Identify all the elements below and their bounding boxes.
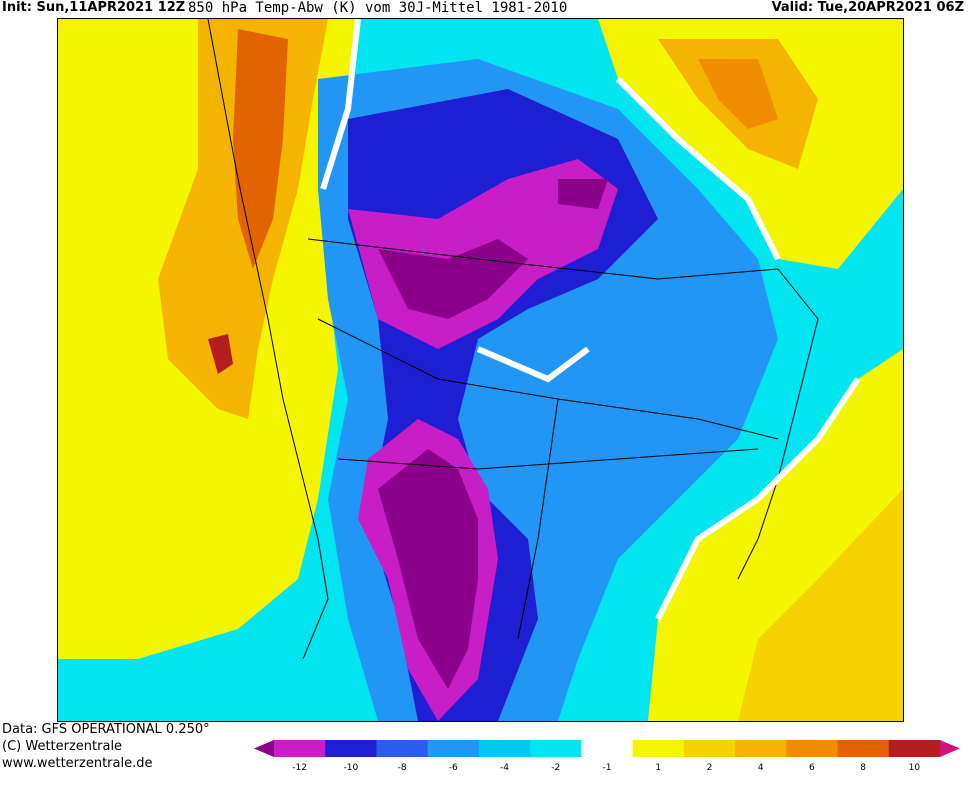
legend-arrow-low bbox=[254, 740, 274, 757]
legend-tick-label: 10 bbox=[909, 763, 921, 773]
legend-tick-label: -10 bbox=[343, 763, 358, 773]
chart-title: 850 hPa Temp-Abw (K) vom 30J-Mittel 1981… bbox=[188, 0, 567, 16]
legend-tick-label: -2 bbox=[551, 763, 560, 773]
legend-tick-label: 1 bbox=[655, 763, 661, 773]
legend-swatch bbox=[581, 740, 633, 757]
legend-swatch bbox=[838, 740, 890, 757]
anomaly-map bbox=[57, 18, 904, 722]
anomaly-map-svg bbox=[58, 19, 903, 721]
website-label: www.wetterzentrale.de bbox=[2, 756, 152, 771]
valid-time: Valid: Tue,20APR2021 06Z bbox=[772, 0, 964, 15]
legend-tick-label: 8 bbox=[860, 763, 866, 773]
header: Init: Sun,11APR2021 12Z 850 hPa Temp-Abw… bbox=[0, 0, 968, 18]
init-time: Init: Sun,11APR2021 12Z bbox=[2, 0, 185, 15]
legend-swatch bbox=[735, 740, 787, 757]
legend-swatch bbox=[530, 740, 582, 757]
legend-swatch bbox=[633, 740, 685, 757]
legend-tick-label: 6 bbox=[809, 763, 815, 773]
legend-swatch bbox=[684, 740, 736, 757]
legend-tick-label: 4 bbox=[758, 763, 764, 773]
legend-swatch bbox=[376, 740, 428, 757]
legend-swatch bbox=[479, 740, 531, 757]
legend-tick-label: -1 bbox=[603, 763, 612, 773]
legend-tick-label: 2 bbox=[707, 763, 713, 773]
legend-swatch bbox=[325, 740, 377, 757]
legend-tick-label: -6 bbox=[449, 763, 458, 773]
legend-swatch bbox=[274, 740, 326, 757]
legend-swatch bbox=[428, 740, 480, 757]
legend-arrow-high bbox=[940, 740, 960, 757]
legend-tick-label: -4 bbox=[500, 763, 509, 773]
legend-swatch bbox=[786, 740, 838, 757]
legend-svg: -12-10-8-6-4-2-1124681012 bbox=[254, 740, 960, 786]
color-legend: -12-10-8-6-4-2-1124681012 bbox=[254, 740, 960, 786]
data-source-label: Data: GFS OPERATIONAL 0.250° bbox=[2, 722, 210, 737]
legend-tick-label: -8 bbox=[398, 763, 407, 773]
legend-tick-label: -12 bbox=[292, 763, 307, 773]
copyright-label: (C) Wetterzentrale bbox=[2, 739, 122, 754]
legend-swatch bbox=[889, 740, 941, 757]
